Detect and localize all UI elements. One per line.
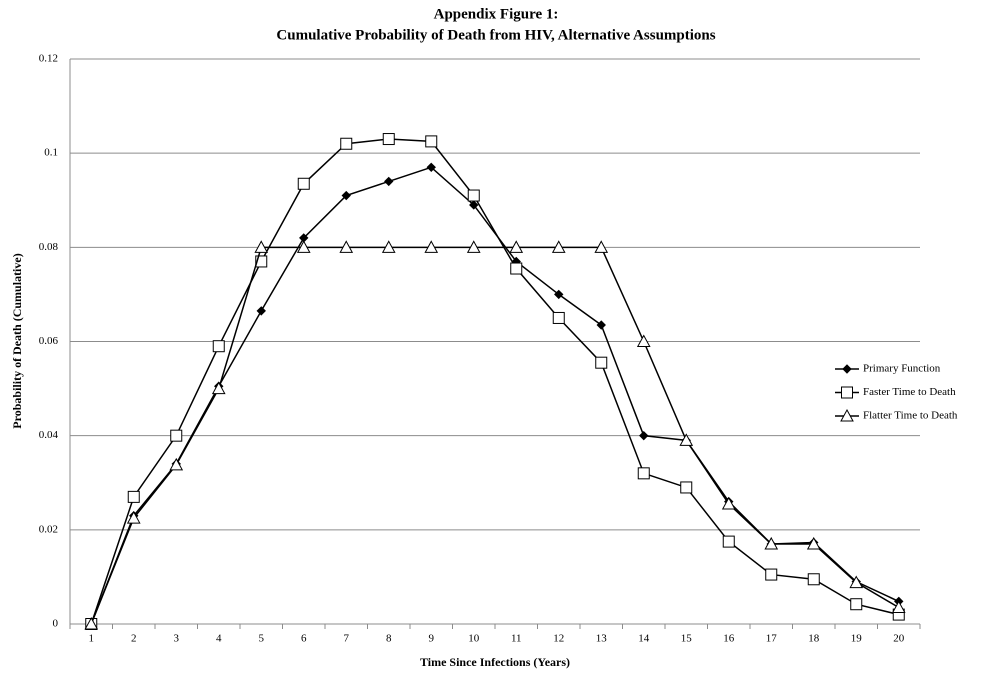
legend-label: Flatter Time to Death <box>863 410 958 422</box>
data-point <box>467 189 480 202</box>
data-point <box>510 262 523 275</box>
data-point <box>679 433 694 446</box>
x-tick-label: 20 <box>893 633 905 645</box>
data-point <box>127 490 140 503</box>
data-point <box>382 133 395 146</box>
data-point <box>466 240 481 253</box>
x-tick-label: 9 <box>429 633 435 645</box>
data-point <box>849 575 864 589</box>
data-point <box>425 135 438 148</box>
x-tick-label: 16 <box>723 633 735 645</box>
x-tick-label: 10 <box>468 633 480 645</box>
data-point <box>469 200 479 210</box>
data-point <box>341 190 351 201</box>
data-point <box>722 535 735 548</box>
x-tick-label: 19 <box>851 633 863 645</box>
data-point <box>554 289 564 300</box>
data-point <box>551 240 566 253</box>
x-tick-label: 5 <box>259 633 265 645</box>
y-tick-label: 0.1 <box>44 147 58 159</box>
data-point <box>84 616 99 630</box>
legend-marker <box>841 386 853 399</box>
series-line <box>90 246 900 625</box>
data-point <box>340 137 353 150</box>
data-point <box>255 255 268 268</box>
y-tick-label: 0 <box>53 618 59 630</box>
x-tick-label: 15 <box>681 633 693 645</box>
data-point <box>680 481 693 494</box>
chart-subtitle: Cumulative Probability of Death from HIV… <box>276 27 715 43</box>
data-point <box>807 573 820 586</box>
legend-marker <box>840 408 854 422</box>
data-point <box>596 320 606 330</box>
chart-title: Appendix Figure 1: <box>434 6 559 22</box>
data-point <box>637 467 650 480</box>
x-tick-label: 13 <box>596 633 608 645</box>
x-tick-label: 4 <box>216 633 222 645</box>
data-point <box>765 568 778 581</box>
data-point <box>339 240 354 253</box>
x-tick-label: 1 <box>89 633 95 645</box>
y-tick-label: 0.04 <box>39 429 59 441</box>
x-tick-label: 3 <box>174 633 180 645</box>
data-point <box>297 177 310 190</box>
data-point <box>254 240 269 253</box>
data-point <box>721 496 736 510</box>
series-line <box>90 166 900 625</box>
data-point <box>850 598 863 611</box>
y-tick-label: 0.12 <box>39 53 58 65</box>
data-point <box>552 311 565 324</box>
x-tick-label: 17 <box>766 633 778 645</box>
x-tick-label: 18 <box>808 633 820 645</box>
data-point <box>126 511 141 524</box>
data-point <box>211 381 226 395</box>
legend-label: Faster Time to Death <box>863 386 956 398</box>
data-point <box>509 240 524 253</box>
y-tick-label: 0.06 <box>39 335 59 347</box>
legend-marker <box>842 364 852 374</box>
data-point <box>426 162 436 172</box>
data-point <box>595 356 608 369</box>
x-axis-label: Time Since Infections (Years) <box>420 655 570 669</box>
data-point <box>764 536 779 550</box>
data-point <box>381 240 396 253</box>
data-point <box>256 306 266 316</box>
data-point <box>891 600 906 614</box>
data-point <box>212 340 225 353</box>
data-point <box>384 176 394 187</box>
data-point <box>296 240 311 253</box>
y-tick-label: 0.08 <box>39 241 59 253</box>
y-axis-label: Probability of Death (Cumulative) <box>10 253 24 428</box>
x-tick-label: 2 <box>131 633 137 645</box>
x-tick-label: 8 <box>386 633 392 645</box>
data-point <box>424 240 439 253</box>
data-point <box>806 536 821 550</box>
x-tick-label: 14 <box>638 633 650 645</box>
x-tick-label: 11 <box>511 633 522 645</box>
data-point <box>169 457 184 471</box>
data-point <box>636 334 651 347</box>
y-tick-label: 0.02 <box>39 523 58 535</box>
data-point <box>170 429 183 442</box>
data-point <box>639 430 649 441</box>
legend-label: Primary Function <box>863 363 941 375</box>
series-line <box>90 138 899 625</box>
x-tick-label: 7 <box>344 633 350 645</box>
data-point <box>594 240 609 253</box>
x-tick-label: 12 <box>553 633 564 645</box>
x-tick-label: 6 <box>301 633 307 645</box>
